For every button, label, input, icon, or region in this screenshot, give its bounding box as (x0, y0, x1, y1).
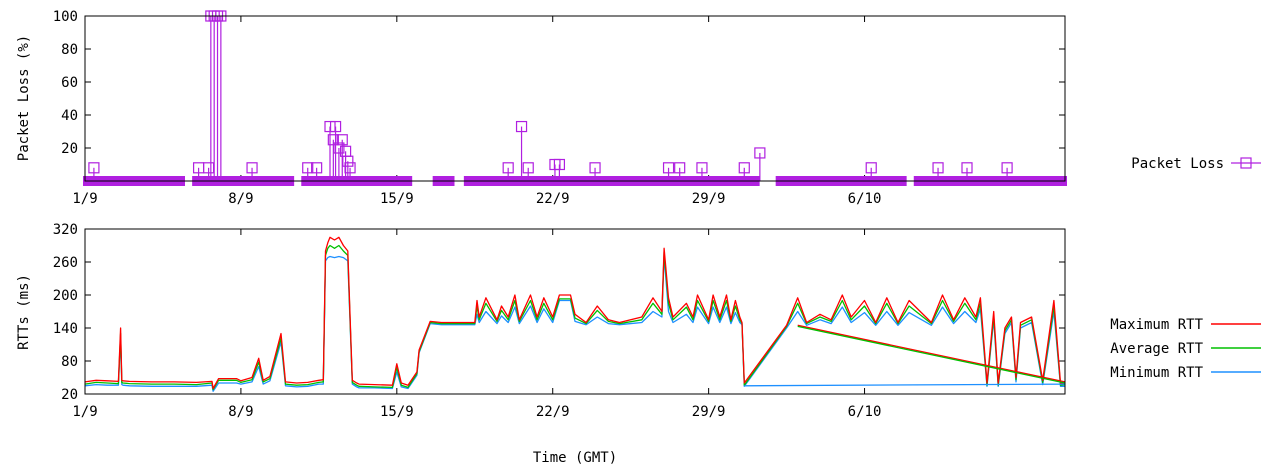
packet-loss-y-axis-label: Packet Loss (%) (16, 35, 32, 161)
series-line-maximum-rtt (84, 236, 1065, 390)
legend-label-maximum-rtt: Maximum RTT (1110, 317, 1203, 333)
y-tick-label: 260 (53, 255, 78, 271)
packet-loss-point (344, 162, 356, 174)
packet-loss-point (333, 142, 345, 154)
rtt-x-axis-label: Time (GMT) (533, 450, 617, 466)
x-tick-label: 22/9 (536, 404, 570, 420)
packet-loss-point (515, 120, 528, 133)
packet-loss-plot-frame (84, 15, 1066, 182)
legend-marker-packet-loss (1240, 157, 1252, 169)
rtt-series (84, 236, 1066, 392)
packet-loss-point (302, 162, 314, 174)
x-tick-label: 29/9 (692, 191, 726, 207)
rtt-legend: Maximum RTT Average RTT Minimum RTT (1110, 317, 1261, 381)
packet-loss-panel: 20 40 60 80 100 1/9 8/9 15/9 22/9 29/9 6/10 Packet… (16, 9, 1261, 207)
x-tick-label: 15/9 (380, 404, 414, 420)
series-segment-minimum-rtt (744, 383, 1066, 387)
rtt-panel: 20 80 140 200 260 320 1/9 8/9 15/9 22/9 29/9 6/10 R… (16, 222, 1261, 466)
x-tick-label: 29/9 (692, 404, 726, 420)
packet-loss-point (246, 162, 258, 174)
x-tick-label: 8/9 (228, 191, 253, 207)
x-tick-label: 15/9 (380, 191, 414, 207)
packet-loss-point (502, 162, 514, 174)
x-tick-label: 1/9 (72, 404, 97, 420)
packet-loss-point (589, 162, 601, 174)
y-tick-label: 200 (53, 288, 78, 304)
x-tick-label: 22/9 (536, 191, 570, 207)
packet-loss-point (88, 162, 100, 174)
y-tick-label: 20 (61, 141, 78, 157)
packet-loss-point (311, 162, 323, 174)
rtt-y-axis-label: RTTs (ms) (16, 274, 32, 350)
packet-loss-point (754, 147, 766, 159)
series-segment-maximum-rtt (797, 324, 1066, 383)
x-tick-label: 6/10 (848, 191, 882, 207)
legend-label-packet-loss: Packet Loss (1131, 156, 1224, 172)
series-line-minimum-rtt (84, 255, 1065, 392)
packet-loss-point (342, 155, 354, 167)
y-tick-label: 40 (61, 108, 78, 124)
x-tick-label: 8/9 (228, 404, 253, 420)
x-tick-label: 6/10 (848, 404, 882, 420)
y-tick-label: 320 (53, 222, 78, 238)
packet-loss-point (336, 134, 348, 146)
packet-loss-point (674, 162, 686, 174)
packet-loss-point (522, 162, 534, 174)
rtt-plot-frame (84, 228, 1066, 395)
packet-loss-legend: Packet Loss (1131, 156, 1261, 172)
packet-loss-point (1001, 162, 1013, 174)
legend-label-average-rtt: Average RTT (1110, 341, 1203, 357)
packet-loss-point (662, 162, 675, 174)
legend-label-minimum-rtt: Minimum RTT (1110, 365, 1203, 381)
series-segment-average-rtt (797, 325, 1066, 384)
y-tick-label: 140 (53, 321, 78, 337)
rtt-ticks: 20 80 140 200 260 320 1/9 8/9 15/9 22/9 29/9 6/10 (53, 222, 1065, 420)
packet-loss-point (553, 158, 566, 171)
y-tick-label: 60 (61, 75, 78, 91)
packet-loss-point (932, 162, 944, 174)
packet-loss-point (738, 162, 750, 174)
y-tick-label: 80 (61, 354, 78, 370)
y-tick-label: 20 (61, 387, 78, 403)
x-tick-label: 1/9 (72, 191, 97, 207)
packet-loss-point (865, 162, 877, 174)
y-tick-label: 80 (61, 42, 78, 58)
packet-loss-point (696, 162, 708, 174)
y-tick-label: 100 (53, 9, 78, 25)
packet-loss-point (329, 120, 342, 133)
packet-loss-point (961, 162, 973, 174)
